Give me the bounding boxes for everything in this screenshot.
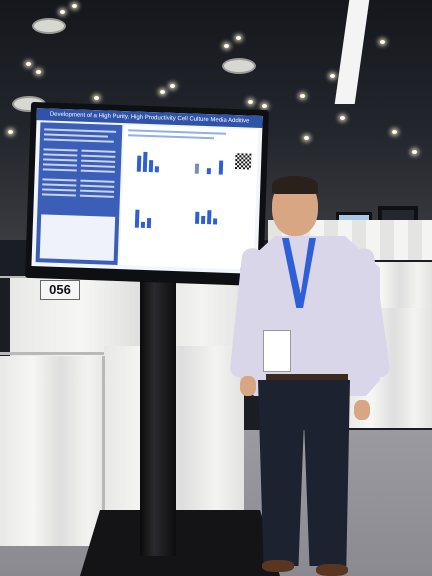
display-stand-base — [80, 510, 280, 576]
booth-drape-front-left — [0, 356, 110, 546]
chart-bar — [218, 160, 224, 175]
chart-bar — [194, 211, 200, 224]
poster-qr-code — [234, 153, 252, 170]
ceiling-light — [340, 116, 345, 120]
presenter — [229, 176, 391, 576]
ceiling-light — [300, 94, 305, 98]
chart-bar — [140, 221, 146, 228]
ceiling-light — [26, 62, 31, 66]
chart-bar — [136, 155, 142, 172]
ceiling-light — [72, 4, 77, 8]
presenter-shoe — [262, 560, 294, 572]
ceiling-light — [392, 130, 397, 134]
chart-bar — [194, 163, 200, 174]
chart-bar — [134, 209, 140, 228]
name-badge — [263, 330, 291, 372]
sponsor-logo-area — [39, 214, 116, 261]
ceiling-light — [170, 84, 175, 88]
chart-bar — [212, 218, 218, 225]
booth-number-sign: 056 — [40, 280, 80, 300]
ceiling-vent — [32, 18, 66, 34]
chart-bar — [146, 218, 152, 229]
display-stand-pole — [140, 276, 176, 556]
chart-bar — [206, 168, 211, 175]
ceiling-light — [224, 44, 229, 48]
ceiling-light — [262, 104, 267, 108]
poster-left-panel — [35, 122, 123, 266]
presenter-hair — [272, 176, 318, 194]
ceiling-light — [304, 136, 309, 140]
ceiling-light — [160, 90, 165, 94]
ceiling-light — [94, 96, 99, 100]
chart-bar — [142, 151, 148, 172]
belt — [266, 374, 348, 382]
chart-bar — [206, 210, 212, 225]
drape-post — [102, 356, 105, 536]
chart-bar — [148, 160, 154, 173]
presenter-pants — [258, 380, 350, 566]
ceiling-light — [8, 130, 13, 134]
ceiling-light — [248, 100, 253, 104]
digital-poster-display: Development of a High Purity, High Produ… — [25, 101, 269, 287]
ceiling-light — [36, 70, 41, 74]
ceiling-light — [330, 74, 335, 78]
chart-bar — [154, 166, 159, 173]
poster-screen: Development of a High Purity, High Produ… — [31, 108, 263, 274]
presenter-right-hand — [354, 400, 370, 420]
chart-bar — [200, 215, 206, 225]
ceiling-light — [380, 40, 385, 44]
ceiling-light — [412, 150, 417, 154]
presenter-left-hand — [240, 376, 256, 396]
presenter-shoe — [316, 564, 348, 576]
ceiling-light — [236, 36, 241, 40]
ceiling-vent — [222, 58, 256, 74]
ceiling-light — [60, 10, 65, 14]
